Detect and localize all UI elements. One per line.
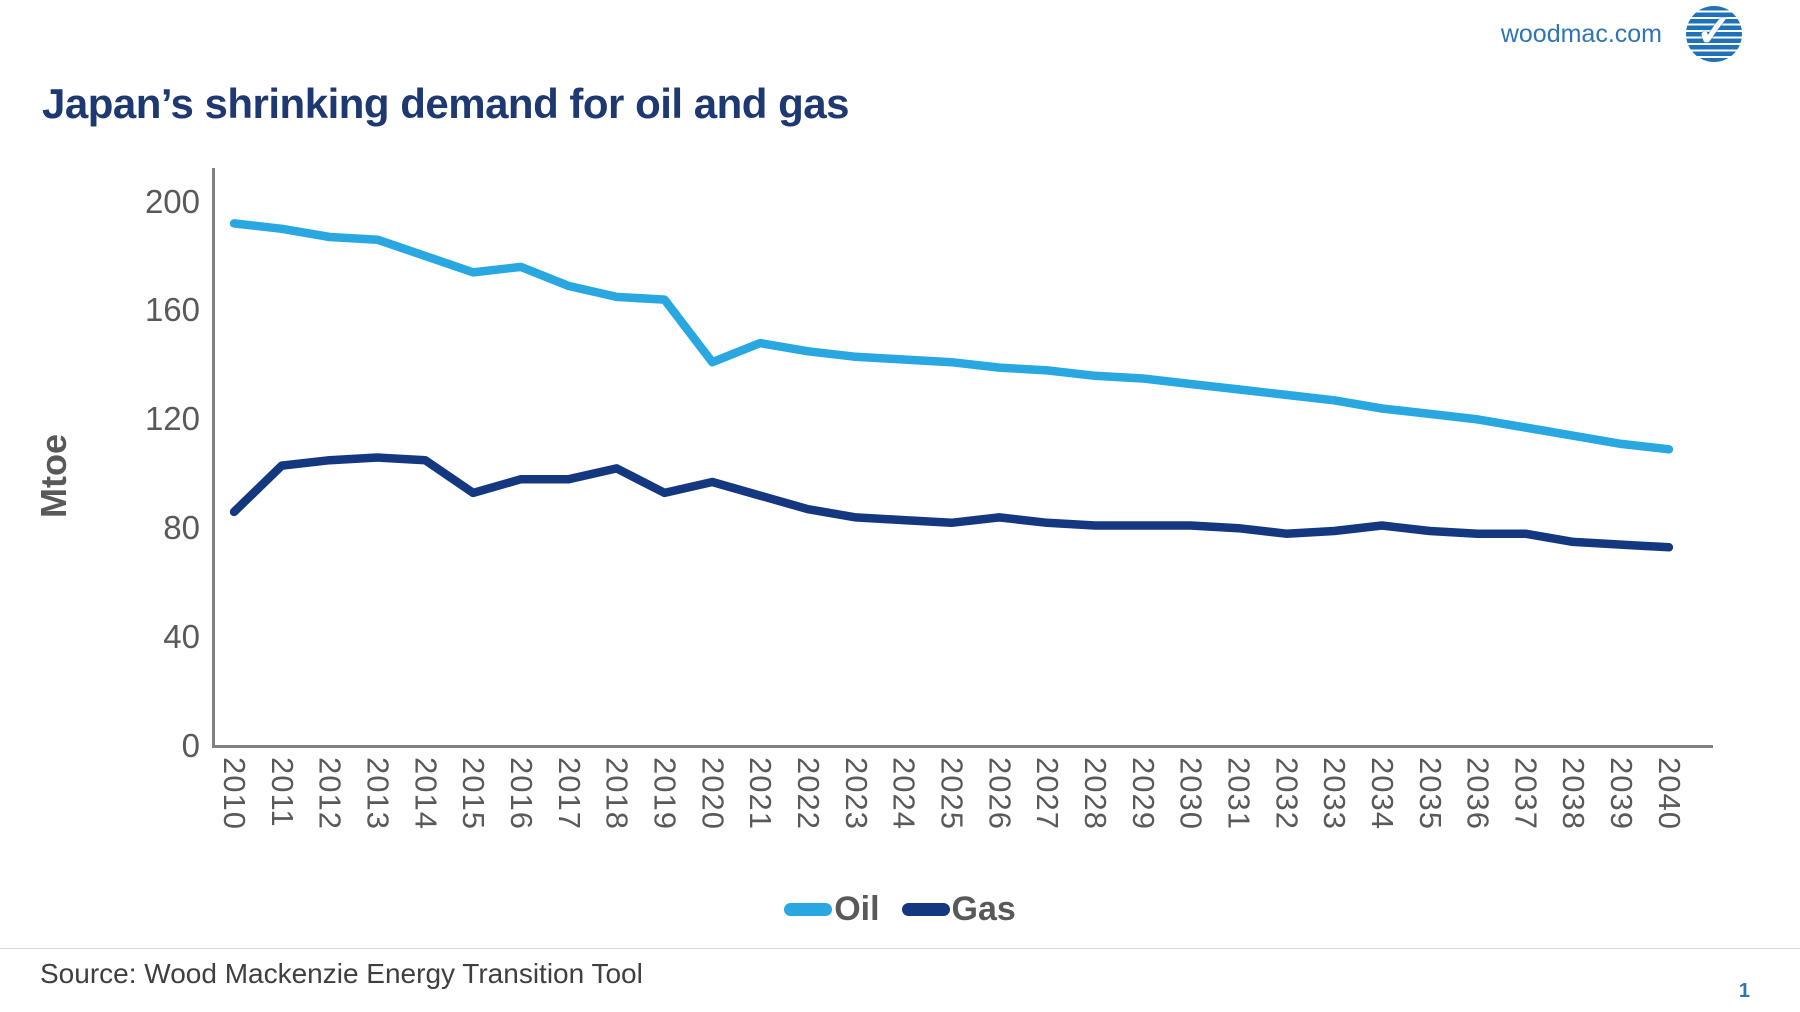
x-tick-label: 2014	[408, 757, 444, 830]
series-line-oil	[229, 219, 1674, 454]
series-line-gas	[229, 453, 1674, 552]
footer-divider	[0, 948, 1800, 949]
x-tick-label: 2028	[1077, 757, 1113, 830]
page-title: Japan’s shrinking demand for oil and gas	[42, 80, 849, 128]
x-tick-label: 2017	[551, 757, 587, 830]
y-tick-label: 80	[163, 509, 200, 547]
x-tick-label: 2026	[982, 757, 1018, 830]
x-tick-label: 2010	[217, 757, 252, 830]
x-tick-label: 2035	[1412, 757, 1448, 830]
x-tick-label: 2038	[1556, 757, 1592, 830]
legend-label-oil: Oil	[834, 890, 880, 928]
y-tick-label: 0	[181, 727, 200, 764]
y-axis-line	[212, 168, 215, 747]
legend-swatch-oil	[784, 903, 833, 916]
x-tick-label: 2019	[647, 757, 683, 830]
y-tick-label: 40	[163, 618, 200, 656]
x-tick-label: 2020	[695, 757, 731, 830]
x-tick-label: 2031	[1221, 757, 1257, 830]
x-axis-line	[212, 745, 1713, 748]
x-tick-label: 2022	[790, 757, 826, 830]
x-tick-label: 2034	[1364, 757, 1400, 830]
x-tick-label: 2024	[886, 757, 922, 830]
legend-label-gas: Gas	[951, 890, 1016, 928]
x-tick-label: 2023	[838, 757, 874, 830]
x-tick-label: 2015	[456, 757, 492, 830]
x-tick-label: 2016	[503, 757, 539, 830]
plot-area	[229, 219, 1674, 552]
x-tick-label: 2030	[1173, 757, 1209, 830]
woodmac-logo-icon: ✓	[1686, 6, 1742, 62]
x-tick-label: 2027	[1030, 757, 1066, 830]
source-note: Source: Wood Mackenzie Energy Transition…	[40, 958, 643, 989]
y-tick-label: 200	[144, 182, 200, 220]
x-tick-label: 2037	[1508, 757, 1544, 830]
x-tick-label: 2013	[360, 757, 396, 830]
x-tick-label: 2032	[1269, 757, 1305, 830]
chart-legend: Oil Gas	[0, 890, 1800, 929]
woodmac-site-link[interactable]: woodmac.com	[1500, 20, 1662, 48]
x-tick-label: 2040	[1651, 757, 1687, 830]
x-tick-label: 2021	[743, 757, 779, 830]
legend-item-oil: Oil	[784, 890, 880, 929]
x-tick-label: 2018	[599, 757, 635, 830]
x-tick-label: 2011	[264, 757, 300, 828]
x-tick-label: 2012	[312, 757, 348, 830]
legend-item-gas: Gas	[901, 890, 1016, 929]
logo-check-glyph: ✓	[1695, 7, 1733, 56]
page-number: 1	[1738, 980, 1750, 1002]
x-tick-label: 2039	[1604, 757, 1640, 830]
y-tick-label: 120	[144, 400, 200, 438]
y-axis-title-text: Mtoe	[33, 434, 74, 518]
legend-swatch-gas	[901, 903, 950, 916]
y-tick-label: 160	[144, 291, 200, 329]
x-tick-label: 2025	[934, 757, 970, 830]
x-tick-label: 2033	[1317, 757, 1353, 830]
x-tick-label: 2036	[1460, 757, 1496, 830]
x-tick-label: 2029	[1125, 757, 1161, 830]
